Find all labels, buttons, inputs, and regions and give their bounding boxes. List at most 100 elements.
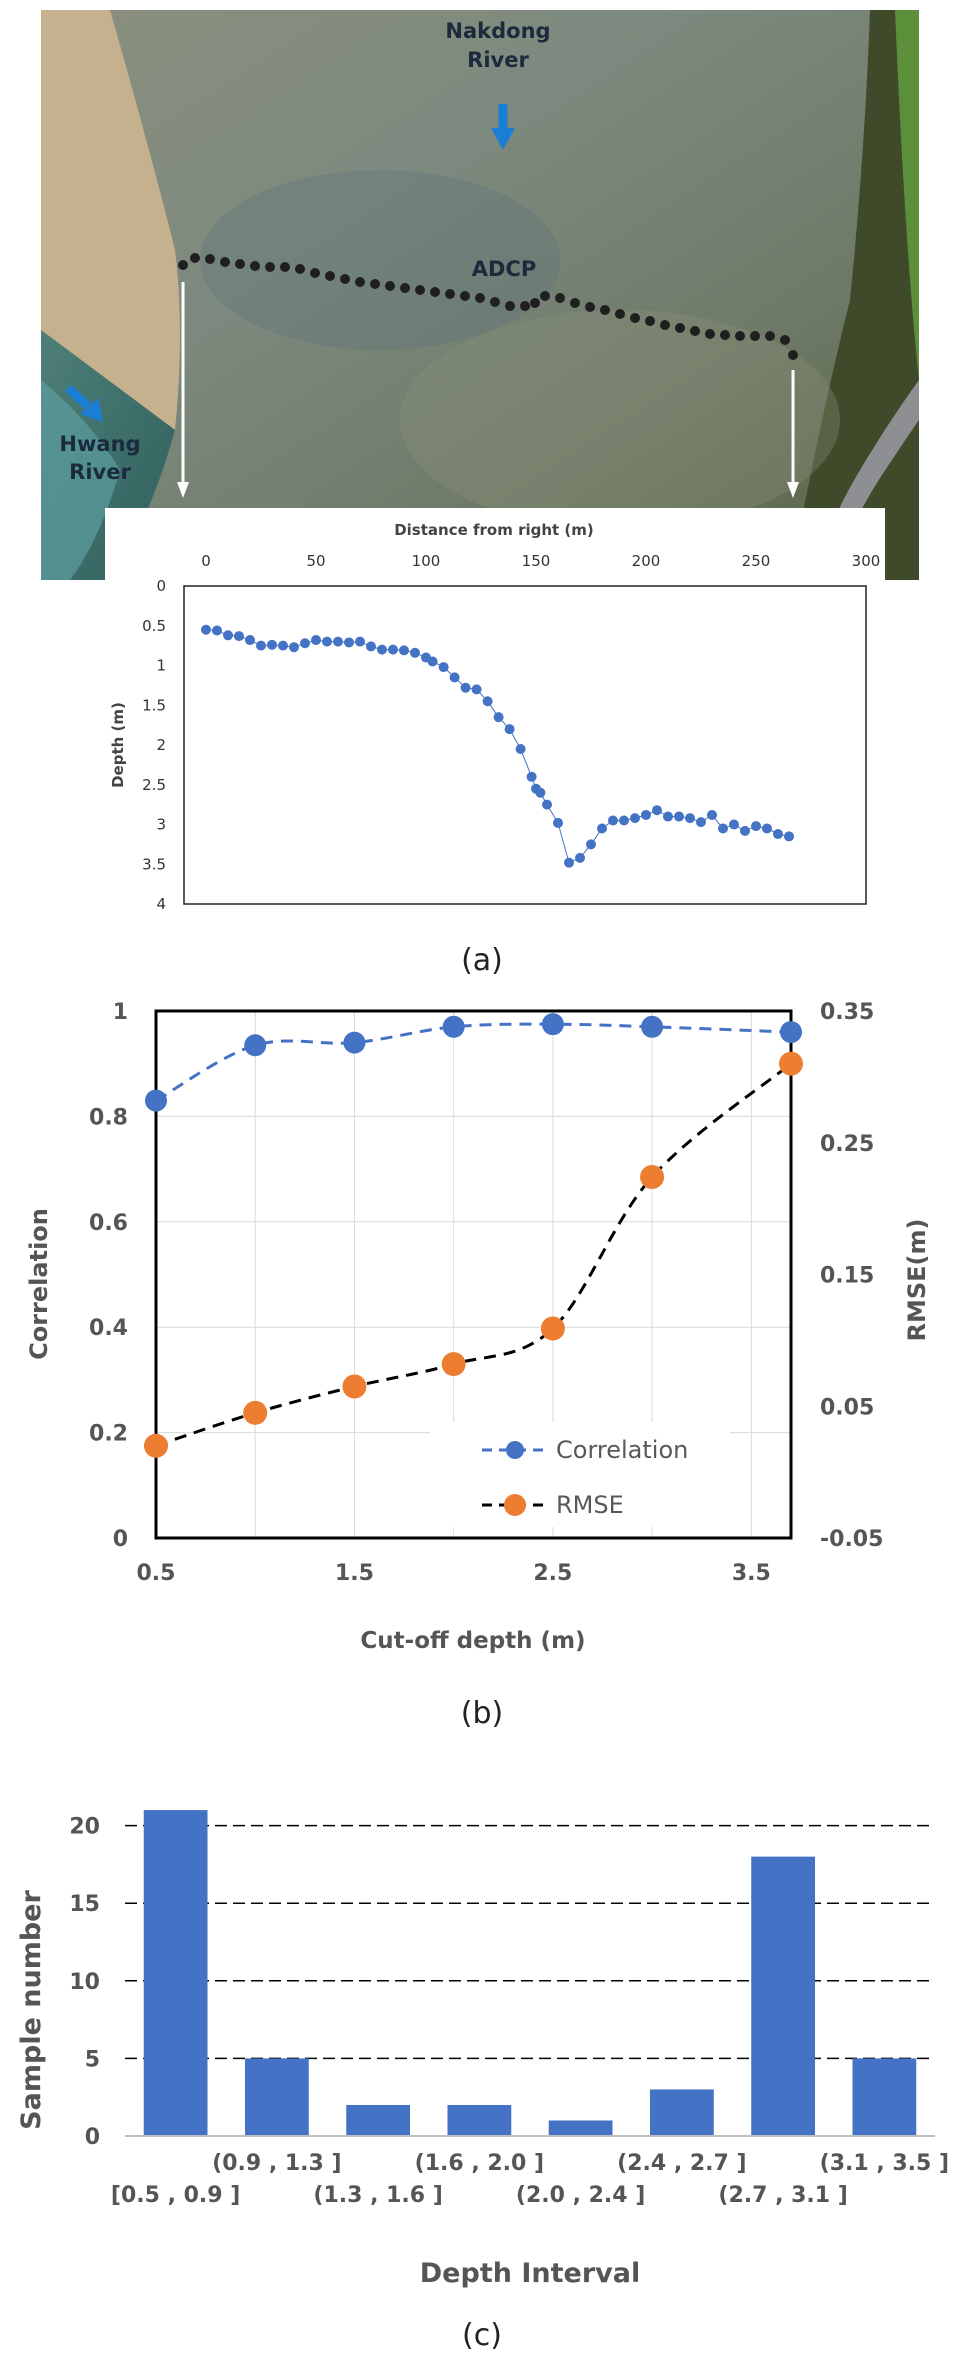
depth-y-axis-label: Depth (m): [109, 702, 127, 788]
depth-point: [515, 743, 526, 754]
depth-point: [696, 817, 706, 828]
label-hwang-river: Hwang: [59, 432, 140, 456]
depth-y-tick-label: 1.5: [142, 696, 166, 714]
depth-y-tick-label: 3: [156, 816, 166, 834]
c-x-tick-label: (1.3 , 1.6 ]: [313, 2183, 442, 2208]
depth-point: [388, 644, 398, 655]
correlation-point: [541, 1013, 564, 1036]
adcp-point: [220, 257, 230, 267]
adcp-point: [340, 274, 350, 284]
c-x-axis-label: Depth Interval: [420, 2258, 640, 2289]
b-left-ticks: 0 0.2 0.4 0.6 0.8 1: [89, 1000, 128, 1552]
b-x-tick-label: 2.5: [533, 1561, 572, 1586]
depth-point: [333, 636, 343, 647]
rmse-point: [779, 1051, 803, 1076]
correlation-point: [780, 1021, 802, 1044]
depth-y-ticks: 0 0.5 1 1.5 2 2.5 3 3.5 4: [142, 577, 166, 913]
depth-point: [212, 625, 222, 636]
rmse-point: [144, 1433, 168, 1458]
caption-c: (c): [462, 2318, 502, 2353]
c-y-tick-label: 0: [85, 2125, 100, 2150]
rmse-point: [441, 1352, 466, 1377]
correlation-point: [244, 1034, 267, 1057]
depth-point: [289, 642, 299, 653]
b-series-lines: [155, 1022, 792, 1448]
panel-c-svg: 0 5 10 15 20 [0.5 , 0.9 ] (0.9 , 1.3 ] (1.3 , …: [16, 1810, 949, 2353]
b-x-ticks: 0.5 1.5 2.5 3.5: [137, 1561, 771, 1586]
adcp-point: [190, 253, 200, 263]
b-legend-box: [430, 1422, 730, 1527]
b-right-tick-label: 0.35: [820, 1000, 874, 1025]
depth-point: [707, 809, 717, 820]
c-bars: [143, 1810, 917, 2136]
b-y2-axis-label: RMSE(m): [903, 1219, 931, 1342]
adcp-point: [205, 254, 215, 264]
panel-b: 0 0.2 0.4 0.6 0.8 1 -0.05 0.05 0.15 0.25 0.35 0.5…: [0, 980, 964, 1740]
b-right-tick-label: 0.25: [820, 1132, 874, 1157]
b-y-axis-label: Correlation: [25, 1208, 53, 1360]
depth-y-tick-label: 4: [156, 895, 166, 913]
adcp-point: [750, 331, 760, 341]
panel-c: 0 5 10 15 20 [0.5 , 0.9 ] (0.9 , 1.3 ] (1.3 , …: [0, 1740, 964, 2363]
depth-point: [542, 799, 552, 810]
depth-point: [493, 712, 504, 723]
depth-point: [718, 823, 728, 834]
adcp-point: [735, 331, 745, 341]
caption-b: (b): [461, 1696, 503, 1731]
adcp-point: [720, 330, 730, 340]
adcp-point: [630, 313, 640, 323]
adcp-point: [235, 259, 245, 269]
c-x-tick-label: (2.0 , 2.4 ]: [516, 2183, 645, 2208]
b-left-tick-label: 0.2: [89, 1422, 128, 1447]
depth-point: [377, 644, 387, 655]
adcp-point: [445, 289, 455, 299]
b-left-tick-label: 0: [113, 1527, 128, 1552]
depth-chart-background: [105, 508, 885, 918]
depth-profile-chart: Distance from right (m) Depth (m) 0 50 100…: [109, 521, 880, 913]
b-x-tick-label: 3.5: [732, 1561, 771, 1586]
depth-x-tick-label: 300: [852, 552, 881, 570]
adcp-point: [355, 277, 365, 287]
depth-point: [619, 815, 629, 826]
adcp-point: [530, 298, 540, 308]
correlation-point: [343, 1031, 366, 1054]
depth-point: [311, 635, 321, 646]
legend-correlation-label: Correlation: [556, 1436, 688, 1464]
b-right-tick-label: 0.05: [820, 1395, 874, 1420]
adcp-point: [600, 305, 610, 315]
depth-point: [245, 635, 255, 646]
c-y-axis-label: Sample number: [16, 1890, 47, 2130]
adcp-point: [460, 291, 470, 301]
b-x-tick-label: 1.5: [335, 1561, 374, 1586]
c-x-tick-label: [0.5 , 0.9 ]: [111, 2183, 240, 2208]
adcp-point: [615, 309, 625, 319]
b-x-axis-label: Cut-off depth (m): [360, 1628, 585, 1654]
legend-rmse-marker: [504, 1494, 526, 1516]
adcp-point: [675, 323, 685, 333]
adcp-point: [540, 291, 550, 301]
depth-y-tick-label: 1: [156, 657, 166, 675]
sample-number-chart: 0 5 10 15 20 [0.5 , 0.9 ] (0.9 , 1.3 ] (1.3 , …: [16, 1810, 949, 2289]
c-x-tick-label: (2.7 , 3.1 ]: [718, 2183, 847, 2208]
depth-plot-frame: [183, 585, 867, 905]
c-x-tick-label: (2.4 , 2.7 ]: [617, 2151, 746, 2176]
depth-x-axis-label: Distance from right (m): [394, 521, 594, 539]
depth-point: [663, 811, 673, 822]
b-x-tick-label: 0.5: [137, 1561, 176, 1586]
depth-point: [223, 630, 233, 641]
depth-y-tick-label: 0.5: [142, 617, 166, 635]
legend-rmse-label: RMSE: [556, 1491, 624, 1519]
depth-point: [564, 857, 574, 868]
depth-point: [256, 640, 266, 651]
depth-point: [366, 641, 376, 652]
depth-point: [267, 639, 277, 650]
adcp-point: [250, 261, 260, 271]
label-adcp: ADCP: [472, 257, 537, 281]
depth-point: [740, 825, 750, 836]
depth-points: [201, 624, 794, 868]
adcp-point: [555, 293, 565, 303]
depth-point: [460, 682, 471, 693]
depth-point: [355, 636, 365, 647]
adcp-point: [585, 302, 595, 312]
panel-a: Nakdong River Hwang River ADCP Distance …: [0, 0, 964, 980]
